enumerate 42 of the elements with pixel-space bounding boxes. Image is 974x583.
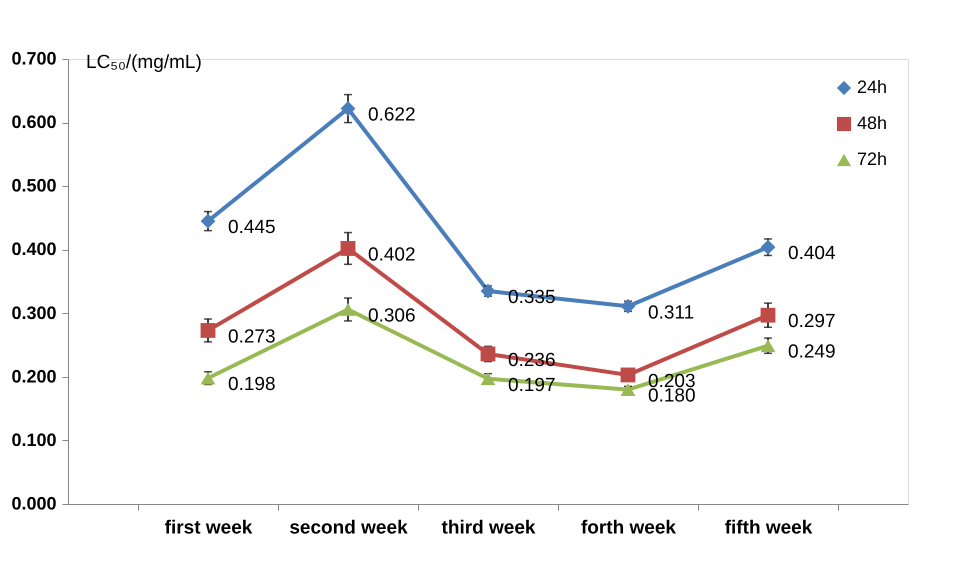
x-tick-label: third week [442, 518, 536, 538]
point [340, 303, 356, 316]
x-tick-label: second week [289, 518, 408, 538]
point [760, 240, 776, 255]
y-tick-label: 0.600 [11, 112, 56, 132]
legend-label: 48h [857, 113, 888, 133]
data-label: 0.306 [368, 305, 416, 326]
y-tick-label: 0.400 [11, 239, 56, 260]
data-label: 0.404 [788, 243, 836, 264]
point [620, 383, 636, 396]
y-tick-label: 0.200 [11, 366, 56, 386]
legend-label: 24h [857, 77, 888, 97]
y-tick-label: 0.000 [11, 494, 56, 514]
y-tick-label: 0.500 [11, 176, 56, 196]
data-label: 0.402 [368, 244, 416, 266]
data-label: 0.249 [788, 342, 836, 363]
y-tick-label: 0.700 [11, 48, 56, 68]
point [760, 308, 776, 323]
point [200, 323, 216, 338]
x-tick-label: fifth week [724, 518, 813, 538]
data-label: 0.297 [788, 311, 836, 332]
x-tick-label: first week [164, 518, 253, 538]
point [480, 372, 496, 386]
data-label: 0.445 [228, 217, 276, 238]
point [480, 284, 496, 298]
point [340, 101, 356, 116]
point [620, 298, 636, 314]
data-label: 0.311 [648, 302, 694, 324]
data-label: 0.622 [368, 104, 416, 126]
point [200, 214, 216, 229]
point [340, 241, 356, 256]
data-label: 0.273 [228, 326, 276, 348]
point [480, 346, 496, 362]
legend-label: 72h [857, 149, 888, 169]
x-tick-label: forth week [580, 518, 676, 538]
point [760, 339, 776, 352]
y-tick-label: 0.100 [11, 430, 56, 450]
y-tick-label: 0.300 [11, 302, 56, 323]
y-axis-title: LC₅₀/(mg/mL) [86, 52, 202, 73]
data-label: 0.198 [228, 374, 276, 396]
point [200, 372, 216, 385]
point [620, 368, 636, 382]
